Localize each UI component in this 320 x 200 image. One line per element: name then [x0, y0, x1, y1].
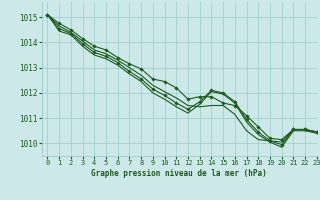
X-axis label: Graphe pression niveau de la mer (hPa): Graphe pression niveau de la mer (hPa)	[91, 169, 267, 178]
